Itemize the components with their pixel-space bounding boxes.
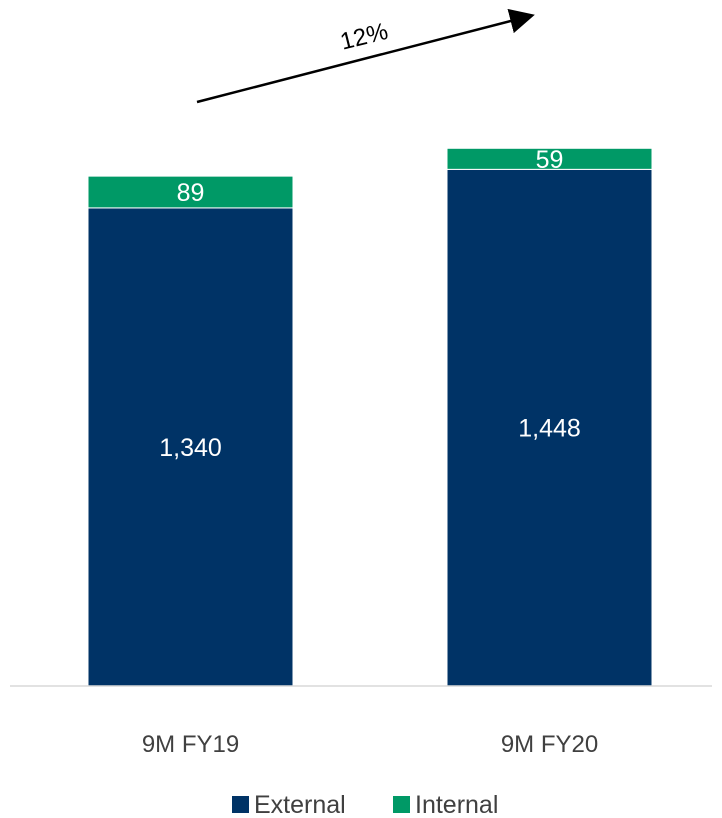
x-axis-ticks: 9M FY19 9M FY20: [142, 731, 598, 758]
growth-annotation: 12%: [196, 8, 535, 104]
bar-internal-2: [446, 147, 653, 170]
x-tick-label-1: 9M FY19: [142, 731, 239, 758]
legend-label-internal: Internal: [415, 791, 498, 818]
bar-external-1: [87, 207, 294, 687]
growth-label: 12%: [338, 18, 391, 56]
growth-arrow: [196, 8, 535, 104]
bars-layer: 1,340 89 1,448 59: [87, 146, 653, 687]
legend-swatch-internal: [393, 796, 410, 813]
legend: External Internal: [232, 791, 498, 818]
data-label-internal-1: 89: [177, 179, 205, 207]
data-label-internal-2: 59: [536, 146, 564, 174]
legend-swatch-external: [232, 796, 249, 813]
bar-internal-1: [87, 175, 294, 209]
data-label-external-1: 1,340: [159, 434, 222, 462]
data-label-external-2: 1,448: [518, 415, 581, 443]
legend-label-external: External: [254, 791, 346, 818]
x-tick-label-2: 9M FY20: [501, 731, 598, 758]
